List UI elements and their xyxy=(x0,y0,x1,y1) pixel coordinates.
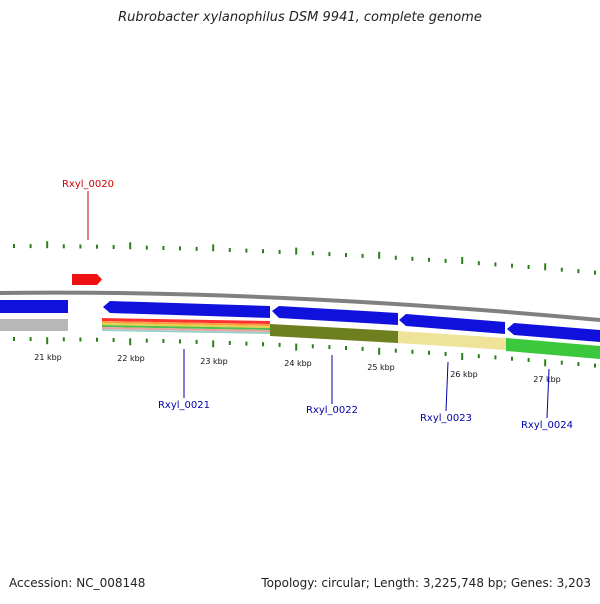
gene-label-rxyl-0022[interactable]: Rxyl_0022 xyxy=(306,405,358,416)
ruler-label: 24 kbp xyxy=(284,359,312,368)
annotation-segment-cream xyxy=(398,331,506,350)
annotation-track xyxy=(0,318,600,359)
annotation-segment-multicolor xyxy=(102,318,270,334)
annotation-segment-olive xyxy=(270,324,398,343)
gene-rxyl-0024[interactable] xyxy=(507,323,600,342)
gene-label-rxyl-0021[interactable]: Rxyl_0021 xyxy=(158,400,210,411)
genome-backbone xyxy=(0,290,600,322)
annotation-segment-green xyxy=(506,338,600,359)
ruler-label: 23 kbp xyxy=(200,357,228,366)
gene-label-leader xyxy=(546,368,550,419)
gene-partial-left[interactable] xyxy=(0,300,68,313)
gene-rxyl-0022[interactable] xyxy=(272,306,398,325)
ruler-label: 22 kbp xyxy=(117,354,145,363)
outer-ticks xyxy=(13,241,596,275)
gene-label-leader xyxy=(445,361,449,412)
genome-title: Rubrobacter xylanophilus DSM 9941, compl… xyxy=(118,10,482,25)
ruler-label: 27 kbp xyxy=(533,375,561,384)
gene-rxyl-0021[interactable] xyxy=(103,301,270,318)
ruler-label: 25 kbp xyxy=(367,363,395,372)
gene-rxyl-0020[interactable] xyxy=(72,274,102,285)
gene-label-rxyl-0020[interactable]: Rxyl_0020 xyxy=(62,179,114,190)
annotation-segment-gray xyxy=(0,319,68,331)
gene-label-rxyl-0023[interactable]: Rxyl_0023 xyxy=(420,413,472,424)
inner-ticks xyxy=(13,337,596,368)
topology-info: Topology: circular; Length: 3,225,748 bp… xyxy=(261,576,591,590)
gene-label-rxyl-0024[interactable]: Rxyl_0024 xyxy=(521,420,573,431)
accession-info: Accession: NC_008148 xyxy=(9,576,146,590)
ruler-label: 26 kbp xyxy=(450,370,478,379)
gene-rxyl-0023[interactable] xyxy=(399,314,505,334)
ruler-label: 21 kbp xyxy=(34,353,62,362)
